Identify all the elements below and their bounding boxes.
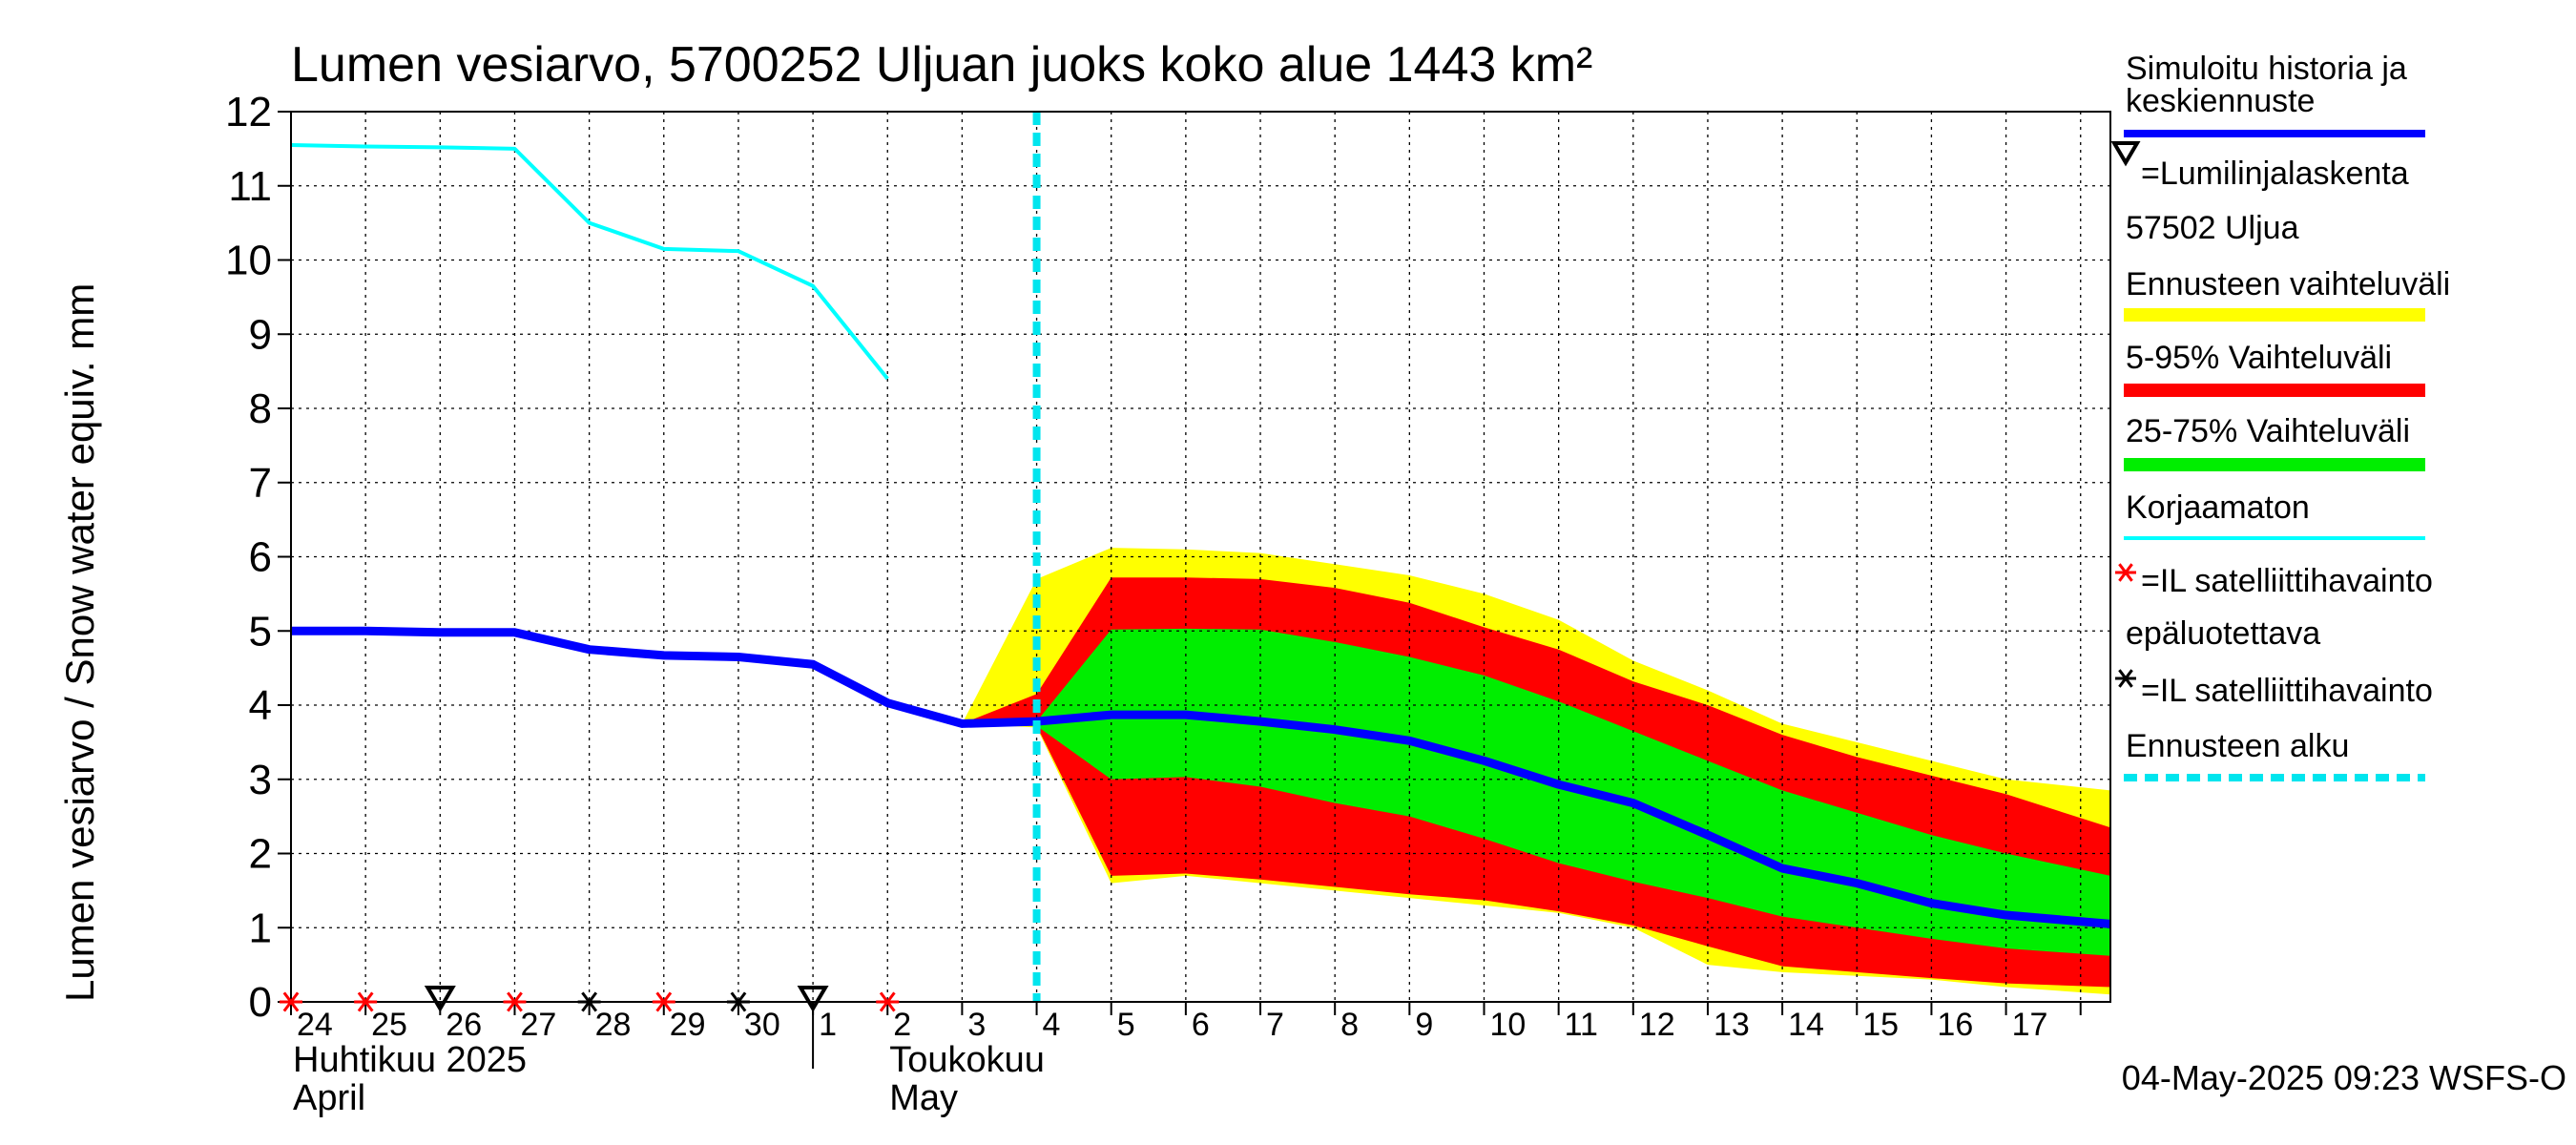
legend-label: =IL satelliittihavainto xyxy=(2141,673,2433,709)
triangle-marker xyxy=(2110,141,2141,167)
y-axis-label: Lumen vesiarvo / Snow water equiv. mm xyxy=(57,283,102,1002)
legend-label: =IL satelliittihavainto xyxy=(2141,563,2433,599)
asterisk-stroke xyxy=(507,991,523,1012)
asterisk-marker xyxy=(577,991,601,1012)
asterisk-marker xyxy=(503,991,527,1012)
legend-item: Korjaamaton xyxy=(2124,489,2425,540)
x-tick-label: 5 xyxy=(1117,1007,1135,1043)
asterisk-marker xyxy=(652,991,675,1012)
timestamp-label: 04-May-2025 09:23 WSFS-O xyxy=(2122,1058,2566,1097)
x-tick-label: 13 xyxy=(1714,1007,1750,1043)
x-tick-label: 3 xyxy=(967,1007,986,1043)
y-tick-label: 9 xyxy=(249,311,272,358)
month-label: Toukokuu xyxy=(889,1040,1045,1080)
x-tick-label: 29 xyxy=(670,1007,706,1043)
asterisk-stroke xyxy=(655,991,673,1012)
x-tick-label: 9 xyxy=(1415,1007,1433,1043)
legend-item: =IL satelliittihavainto xyxy=(2115,669,2433,709)
asterisk-stroke xyxy=(2118,669,2133,688)
line-simulated-history xyxy=(291,626,2111,928)
x-tick-label: 11 xyxy=(1565,1007,1598,1043)
y-tick-label: 4 xyxy=(249,682,272,729)
legend-label: 25-75% Vaihteluväli xyxy=(2126,413,2410,449)
asterisk-marker xyxy=(2115,669,2136,688)
y-tick-label: 10 xyxy=(225,238,272,284)
asterisk-marker xyxy=(354,991,378,1012)
asterisk-stroke xyxy=(581,991,598,1012)
x-tick-label: 4 xyxy=(1043,1007,1061,1043)
x-tick-label: 28 xyxy=(595,1007,632,1043)
legend-item: Ennusteen alku xyxy=(2124,728,2425,781)
asterisk-stroke xyxy=(879,991,896,1012)
series-lines xyxy=(290,112,2111,1002)
y-tick-label: 0 xyxy=(249,979,272,1026)
legend-label: Ennusteen vaihteluväli xyxy=(2126,266,2450,302)
y-tick-label: 3 xyxy=(249,757,272,803)
y-tick-label: 7 xyxy=(249,460,272,507)
x-tick-label: 7 xyxy=(1266,1007,1284,1043)
y-tick-label: 12 xyxy=(225,89,272,135)
asterisk-marker xyxy=(726,991,750,1012)
x-tick-label: 6 xyxy=(1192,1007,1210,1043)
x-tick-label: 16 xyxy=(1937,1007,1973,1043)
legend-item: =Lumilinjalaskenta 57502 Uljua xyxy=(2110,141,2409,246)
triangle-marker xyxy=(797,986,829,1013)
month-label: Huhtikuu 2025 xyxy=(293,1040,527,1080)
x-tick-label: 8 xyxy=(1340,1007,1359,1043)
x-tick-label: 2 xyxy=(893,1007,911,1043)
x-tick-label: 14 xyxy=(1788,1007,1824,1043)
x-tick-label: 26 xyxy=(446,1007,482,1043)
y-tick-label: 6 xyxy=(249,534,272,581)
legend-label: Korjaamaton xyxy=(2126,489,2310,526)
triangle-marker xyxy=(424,986,456,1013)
x-tick-label: 25 xyxy=(371,1007,407,1043)
grid xyxy=(291,112,2110,1002)
x-tick-label: 30 xyxy=(744,1007,780,1043)
asterisk-marker xyxy=(280,991,302,1012)
legend-label: Simuloitu historia ja xyxy=(2126,51,2407,87)
x-tick-label: 17 xyxy=(2012,1007,2048,1043)
asterisk-stroke xyxy=(357,991,374,1012)
y-tick-label: 1 xyxy=(249,905,272,951)
x-tick-label: 15 xyxy=(1862,1007,1899,1043)
y-tick-label: 11 xyxy=(228,163,272,210)
legend-label-secondary: 57502 Uljua xyxy=(2126,210,2299,246)
legend: Simuloitu historia jakeskiennuste=Lumili… xyxy=(2110,51,2450,781)
legend-item: 25-75% Vaihteluväli xyxy=(2124,413,2425,471)
legend-label: =Lumilinjalaskenta xyxy=(2141,156,2409,192)
legend-label: 5-95% Vaihteluväli xyxy=(2126,340,2392,376)
month-label-en: May xyxy=(889,1078,958,1118)
line-uncorrected xyxy=(290,142,889,381)
asterisk-stroke xyxy=(282,991,300,1012)
asterisk-marker xyxy=(876,991,900,1012)
legend-label: Ennusteen alku xyxy=(2126,728,2349,764)
y-tick-label: 5 xyxy=(249,608,272,655)
y-tick-label: 2 xyxy=(249,831,272,878)
x-tick-label: 10 xyxy=(1489,1007,1526,1043)
y-tick-label: 8 xyxy=(249,385,272,432)
asterisk-marker xyxy=(2115,563,2136,582)
observation-markers xyxy=(280,986,900,1013)
month-label-en: April xyxy=(293,1078,365,1118)
x-tick-label: 1 xyxy=(819,1007,837,1043)
legend-item: Ennusteen vaihteluväli xyxy=(2124,266,2450,322)
asterisk-stroke xyxy=(730,991,747,1012)
legend-item: 5-95% Vaihteluväli xyxy=(2124,340,2425,397)
legend-item: =IL satelliittihavainto epäluotettava xyxy=(2115,563,2433,652)
x-tick-label: 12 xyxy=(1639,1007,1675,1043)
asterisk-stroke xyxy=(2118,563,2133,582)
chart-title: Lumen vesiarvo, 5700252 Uljuan juoks kok… xyxy=(291,37,1592,93)
x-tick-label: 24 xyxy=(297,1007,333,1043)
x-tick-label: 27 xyxy=(520,1007,556,1043)
legend-label-secondary: keskiennuste xyxy=(2126,83,2315,119)
legend-label-secondary: epäluotettava xyxy=(2126,615,2320,652)
